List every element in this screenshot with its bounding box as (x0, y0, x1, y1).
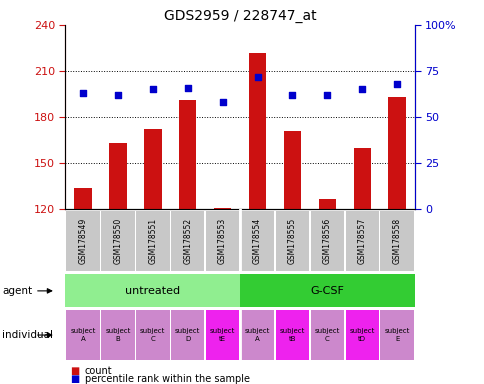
Text: individual: individual (2, 330, 53, 340)
Bar (205, 210, 239, 271)
Text: GSM178558: GSM178558 (392, 218, 401, 264)
Bar (388, 97, 405, 209)
Text: GSM178551: GSM178551 (148, 218, 157, 264)
Text: ■: ■ (70, 366, 79, 376)
Point (79, 90, 87, 96)
Bar (379, 310, 413, 361)
Bar (310, 210, 344, 271)
Bar (318, 199, 335, 209)
Point (358, 86, 365, 93)
Text: subject
D: subject D (175, 328, 200, 342)
Bar (379, 210, 413, 271)
Point (114, 92, 121, 98)
Text: GSM178557: GSM178557 (357, 218, 366, 264)
Text: untreated: untreated (125, 286, 180, 296)
Text: subject
A: subject A (70, 328, 95, 342)
Text: agent: agent (2, 286, 32, 296)
Point (253, 73, 261, 79)
Text: subject
E: subject E (384, 328, 409, 342)
Bar (136, 310, 169, 361)
Bar (353, 148, 370, 209)
Bar (240, 310, 274, 361)
Text: subject
tE: subject tE (210, 328, 235, 342)
Bar (144, 129, 161, 209)
Bar (275, 310, 309, 361)
Text: GSM178555: GSM178555 (287, 218, 296, 264)
Bar (74, 188, 91, 209)
Text: GSM178550: GSM178550 (113, 218, 122, 264)
Bar (66, 310, 100, 361)
Point (183, 84, 191, 91)
Bar (65, 275, 240, 307)
Text: G-CSF: G-CSF (310, 286, 344, 296)
Bar (240, 275, 414, 307)
Bar (240, 210, 274, 271)
Bar (345, 310, 378, 361)
Text: subject
A: subject A (244, 328, 270, 342)
Point (393, 81, 400, 87)
Text: percentile rank within the sample: percentile rank within the sample (85, 374, 249, 384)
Bar (101, 310, 135, 361)
Point (149, 86, 156, 93)
Bar (66, 210, 100, 271)
Text: GSM178556: GSM178556 (322, 218, 331, 264)
Bar (136, 210, 169, 271)
Text: subject
C: subject C (140, 328, 165, 342)
Title: GDS2959 / 228747_at: GDS2959 / 228747_at (164, 8, 316, 23)
Text: GSM178554: GSM178554 (253, 218, 261, 264)
Text: GSM178553: GSM178553 (218, 218, 227, 264)
Point (323, 92, 331, 98)
Text: subject
tB: subject tB (279, 328, 304, 342)
Text: subject
C: subject C (314, 328, 339, 342)
Text: GSM178552: GSM178552 (183, 218, 192, 264)
Bar (310, 310, 344, 361)
Bar (248, 53, 266, 209)
Point (218, 99, 226, 106)
Text: ■: ■ (70, 374, 79, 384)
Bar (179, 100, 196, 209)
Bar (275, 210, 309, 271)
Bar (213, 208, 231, 209)
Bar (109, 143, 126, 209)
Bar (345, 210, 378, 271)
Text: GSM178549: GSM178549 (78, 218, 87, 264)
Text: count: count (85, 366, 112, 376)
Bar (101, 210, 135, 271)
Bar (205, 310, 239, 361)
Bar (170, 310, 204, 361)
Text: subject
tD: subject tD (349, 328, 374, 342)
Bar (170, 210, 204, 271)
Bar (283, 131, 301, 209)
Point (288, 92, 296, 98)
Text: subject
B: subject B (105, 328, 130, 342)
